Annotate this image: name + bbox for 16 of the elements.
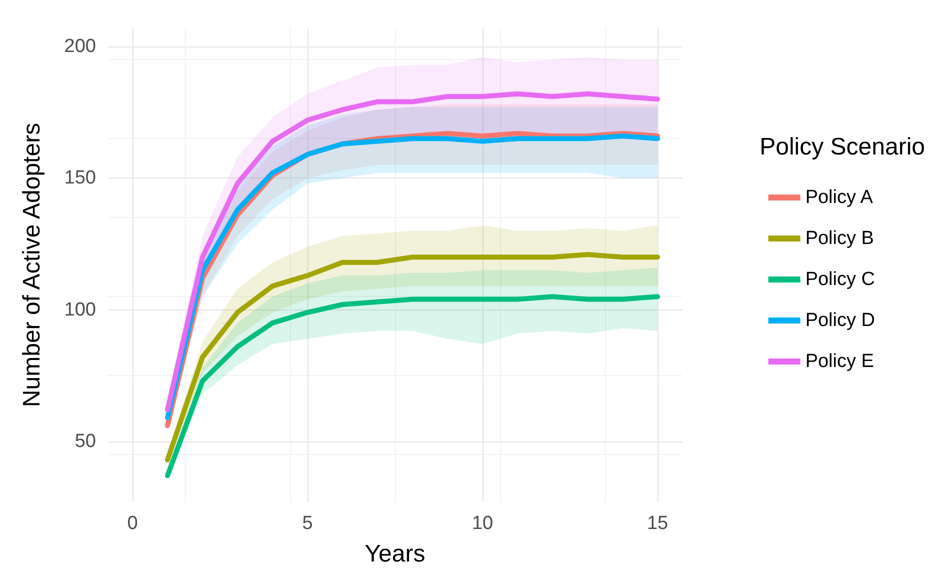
y-tick-label: 150: [64, 168, 96, 189]
y-tick-label: 50: [74, 430, 96, 452]
y-axis-title: Number of Active Adopters: [18, 122, 46, 408]
legend-label: Policy D: [805, 310, 876, 331]
x-tick-label: 0: [127, 513, 138, 534]
legend-label: Policy C: [805, 269, 876, 290]
x-axis-title: Years: [364, 540, 426, 568]
legend-title: Policy Scenario: [760, 134, 926, 160]
legend-label: Policy E: [805, 351, 874, 372]
x-tick-label: 15: [646, 513, 668, 534]
y-tick-label: 200: [64, 36, 96, 57]
x-tick-label: 10: [472, 513, 494, 534]
legend-label: Policy A: [805, 187, 874, 208]
y-tick-label: 100: [64, 299, 96, 320]
x-tick-label: 5: [302, 513, 313, 534]
legend-label: Policy B: [805, 228, 874, 249]
